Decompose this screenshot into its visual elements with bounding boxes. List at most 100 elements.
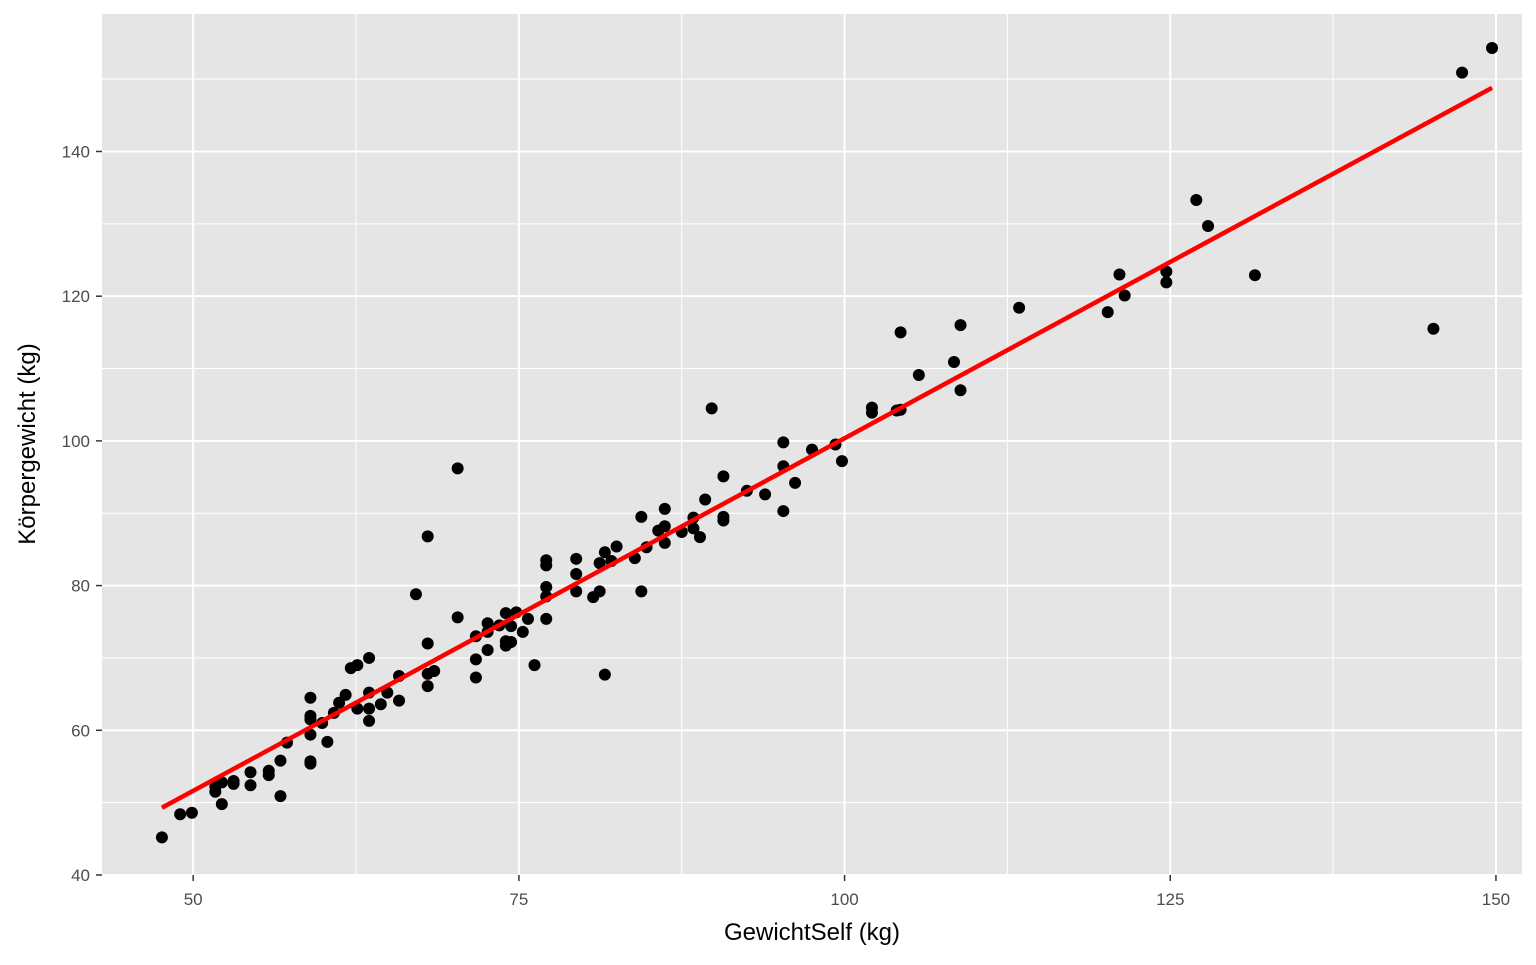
data-point — [505, 620, 518, 633]
y-tick-label: 120 — [62, 287, 90, 306]
data-point — [244, 766, 257, 779]
data-point — [789, 476, 802, 489]
data-point — [540, 612, 553, 625]
data-point — [304, 709, 317, 722]
data-point — [1456, 66, 1469, 79]
data-point — [610, 540, 623, 553]
data-point — [304, 691, 317, 704]
data-point — [155, 831, 168, 844]
y-axis-title: Körpergewicht (kg) — [14, 343, 41, 544]
minor-gridlines — [102, 14, 1522, 875]
data-point — [894, 326, 907, 339]
data-point — [954, 319, 967, 332]
data-point — [593, 585, 606, 598]
data-point — [717, 510, 730, 523]
data-point — [1160, 276, 1173, 289]
data-point — [409, 588, 422, 601]
data-point — [333, 696, 346, 709]
data-point — [321, 735, 334, 748]
x-tick-label: 50 — [184, 890, 203, 909]
data-point — [304, 757, 317, 770]
data-point — [1190, 193, 1203, 206]
x-tick-label: 75 — [509, 890, 528, 909]
data-point — [215, 798, 228, 811]
data-point — [481, 643, 494, 656]
data-point — [481, 617, 494, 630]
data-point — [428, 664, 441, 677]
data-point — [658, 536, 671, 549]
data-point — [351, 659, 364, 672]
data-point — [598, 668, 611, 681]
data-point — [1113, 268, 1126, 281]
data-point — [451, 611, 464, 624]
data-point — [777, 436, 790, 449]
data-point — [227, 774, 240, 787]
data-point — [262, 764, 275, 777]
data-points — [155, 42, 1499, 844]
x-axis-ticks: 50 75 100 125 150 — [184, 875, 1510, 909]
data-point — [912, 369, 925, 382]
data-point — [699, 493, 712, 506]
data-point — [1427, 322, 1440, 335]
y-tick-label: 140 — [62, 142, 90, 161]
data-point — [393, 694, 406, 707]
x-tick-label: 150 — [1482, 890, 1510, 909]
data-point — [363, 714, 376, 727]
data-point — [421, 680, 434, 693]
data-point — [948, 356, 960, 369]
data-point — [593, 557, 606, 570]
data-point — [954, 384, 967, 397]
data-point — [469, 653, 482, 666]
data-point — [499, 607, 512, 620]
data-point — [777, 505, 790, 518]
x-tick-label: 100 — [830, 890, 858, 909]
data-point — [174, 808, 187, 821]
data-point — [598, 546, 611, 559]
y-tick-label: 80 — [71, 577, 90, 596]
regression-line — [160, 85, 1494, 810]
data-point — [516, 625, 529, 638]
data-point — [274, 754, 287, 767]
data-point — [687, 522, 700, 535]
data-point — [705, 402, 718, 415]
y-axis-ticks: 40 60 80 100 120 140 — [62, 142, 102, 885]
data-point — [274, 790, 287, 803]
data-point — [528, 659, 541, 672]
data-point — [658, 520, 671, 533]
data-point — [570, 568, 583, 581]
data-point — [635, 510, 648, 523]
data-point — [717, 470, 730, 483]
data-point — [865, 401, 878, 414]
data-point — [451, 462, 464, 475]
data-point — [421, 637, 434, 650]
major-gridlines — [102, 14, 1522, 876]
data-point — [339, 688, 352, 701]
data-point — [1101, 306, 1114, 319]
data-point — [1486, 42, 1499, 55]
data-point — [244, 779, 257, 792]
data-point — [1248, 269, 1261, 282]
data-point — [1013, 301, 1026, 314]
data-point — [185, 806, 198, 819]
y-tick-label: 100 — [62, 432, 90, 451]
data-point — [1202, 219, 1215, 232]
y-tick-label: 60 — [71, 721, 90, 740]
data-point — [835, 455, 848, 468]
data-point — [374, 698, 387, 711]
data-point — [658, 502, 671, 515]
data-point — [635, 585, 648, 598]
data-point — [421, 530, 434, 543]
data-point — [363, 651, 376, 664]
data-point — [759, 488, 772, 501]
data-point — [540, 554, 553, 567]
data-point — [570, 552, 583, 565]
data-point — [1160, 265, 1173, 278]
x-axis-title: GewichtSelf (kg) — [724, 919, 900, 946]
data-point — [505, 636, 518, 649]
data-point — [304, 728, 317, 741]
data-point — [1118, 289, 1131, 302]
data-point — [570, 585, 583, 598]
data-point — [540, 581, 553, 594]
data-point — [522, 612, 534, 625]
